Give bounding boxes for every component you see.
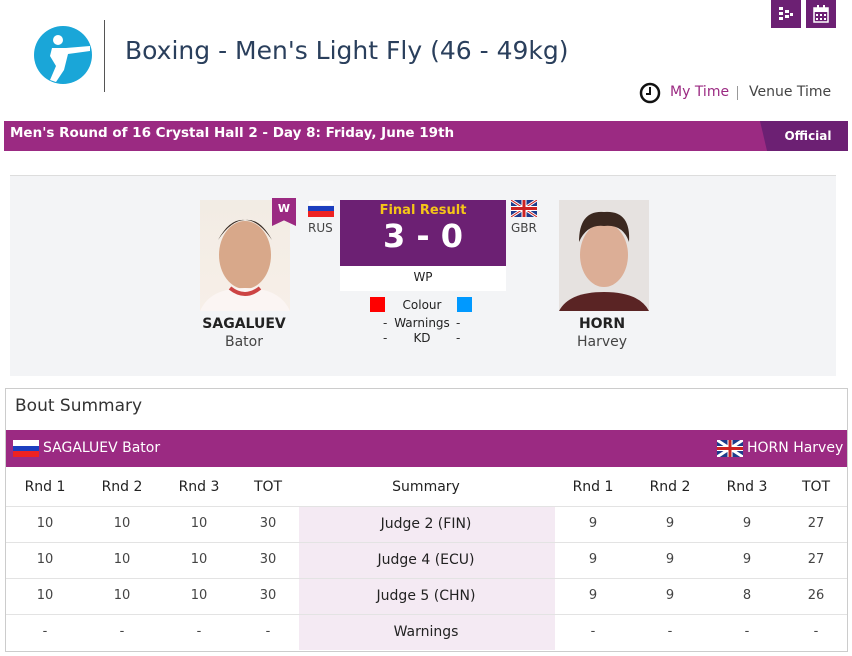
table-cell: Judge 2 (FIN) bbox=[380, 516, 472, 532]
blue-competitor-name: HORN Harvey bbox=[747, 440, 844, 456]
bracket-button[interactable] bbox=[771, 0, 801, 28]
table-cell: - bbox=[196, 624, 202, 639]
warnings-label: Warnings bbox=[394, 316, 450, 330]
column-header: Rnd 3 bbox=[178, 479, 220, 495]
win-method: WP bbox=[340, 266, 506, 291]
bracket-icon bbox=[779, 7, 793, 20]
table-cell: 10 bbox=[36, 516, 54, 531]
event-bar: Men's Round of 16 Crystal Hall 2 - Day 8… bbox=[4, 121, 848, 151]
time-divider bbox=[737, 86, 738, 100]
red-competitor-name: SAGALUEV Bator bbox=[43, 440, 161, 456]
table-row bbox=[6, 614, 847, 650]
column-header: TOT bbox=[801, 479, 831, 495]
column-header: Rnd 3 bbox=[726, 479, 768, 495]
table-cell: 9 bbox=[742, 516, 752, 531]
status-badge: Official bbox=[760, 121, 848, 151]
table-cell: 10 bbox=[36, 588, 54, 603]
column-header: Rnd 2 bbox=[649, 479, 691, 495]
table-cell: 30 bbox=[259, 552, 277, 567]
column-header: Rnd 1 bbox=[24, 479, 66, 495]
header-divider bbox=[104, 20, 105, 92]
table-cell: 26 bbox=[807, 588, 825, 603]
table-cell: 27 bbox=[807, 516, 825, 531]
my-time-link[interactable]: My Time bbox=[670, 84, 730, 100]
table-cell: 9 bbox=[588, 516, 598, 531]
table-cell: 30 bbox=[259, 588, 277, 603]
table-cell: 30 bbox=[259, 516, 277, 531]
table-row bbox=[6, 506, 847, 542]
table-cell: Judge 5 (CHN) bbox=[376, 588, 476, 604]
table-cell: 10 bbox=[190, 588, 208, 603]
clock-icon bbox=[639, 82, 661, 104]
boxing-logo-icon bbox=[34, 26, 92, 84]
calendar-button[interactable] bbox=[806, 0, 836, 28]
blue-kd: - bbox=[456, 331, 461, 345]
calendar-icon bbox=[813, 5, 829, 23]
blue-athlete-photo bbox=[559, 200, 649, 311]
table-row bbox=[6, 542, 847, 578]
column-header: Rnd 1 bbox=[572, 479, 614, 495]
table-cell: - bbox=[813, 624, 819, 639]
page-title: Boxing - Men's Light Fly (46 - 49kg) bbox=[125, 36, 569, 65]
bout-summary-panel bbox=[5, 388, 848, 652]
gb-flag-icon bbox=[717, 440, 743, 457]
russia-flag-icon bbox=[13, 440, 39, 457]
red-surname: SAGALUEV bbox=[202, 316, 286, 332]
table-cell: - bbox=[265, 624, 271, 639]
table-cell: - bbox=[667, 624, 673, 639]
red-country: RUS bbox=[308, 221, 333, 235]
table-cell: 9 bbox=[588, 552, 598, 567]
final-score: 3 - 0 bbox=[382, 217, 464, 255]
table-cell: 27 bbox=[807, 552, 825, 567]
score-box: Final Result 3 - 0 bbox=[340, 200, 506, 266]
table-cell: 9 bbox=[588, 588, 598, 603]
kd-label: KD bbox=[413, 331, 431, 345]
table-cell: - bbox=[590, 624, 596, 639]
blue-country: GBR bbox=[511, 221, 537, 235]
table-cell: 10 bbox=[113, 516, 131, 531]
table-cell: Warnings bbox=[393, 624, 459, 640]
table-cell: 9 bbox=[742, 552, 752, 567]
table-cell: 10 bbox=[113, 552, 131, 567]
table-cell: Judge 4 (ECU) bbox=[377, 552, 475, 568]
red-given-name: Bator bbox=[225, 334, 263, 350]
red-corner-swatch bbox=[370, 297, 385, 312]
column-header: Summary bbox=[392, 479, 460, 495]
table-row bbox=[6, 578, 847, 614]
competitors-row: SAGALUEV Bator HORN Harvey bbox=[6, 430, 847, 467]
status-text: Official bbox=[784, 129, 832, 143]
table-cell: 10 bbox=[36, 552, 54, 567]
russia-flag-icon bbox=[308, 200, 334, 217]
table-cell: 8 bbox=[742, 588, 752, 603]
column-header: TOT bbox=[253, 479, 283, 495]
table-cell: - bbox=[119, 624, 125, 639]
blue-given-name: Harvey bbox=[576, 334, 628, 350]
blue-surname: HORN bbox=[578, 316, 626, 332]
event-info: Men's Round of 16 Crystal Hall 2 - Day 8… bbox=[10, 125, 455, 141]
blue-warnings: - bbox=[456, 316, 461, 330]
table-cell: - bbox=[744, 624, 750, 639]
table-cell: 9 bbox=[665, 588, 675, 603]
table-cell: 10 bbox=[113, 588, 131, 603]
column-header: Rnd 2 bbox=[101, 479, 143, 495]
result-label: Final Result bbox=[379, 203, 467, 218]
gb-flag-icon bbox=[511, 200, 537, 217]
table-cell: 9 bbox=[665, 552, 675, 567]
venue-time-link[interactable]: Venue Time bbox=[749, 84, 832, 100]
table-cell: 10 bbox=[190, 552, 208, 567]
table-cell: 10 bbox=[190, 516, 208, 531]
blue-corner-swatch bbox=[457, 297, 472, 312]
bout-summary-title: Bout Summary bbox=[15, 396, 143, 416]
red-kd: - bbox=[383, 331, 388, 345]
table-cell: 9 bbox=[665, 516, 675, 531]
colour-label: Colour bbox=[402, 298, 442, 312]
red-warnings: - bbox=[383, 316, 388, 330]
table-cell: - bbox=[42, 624, 48, 639]
